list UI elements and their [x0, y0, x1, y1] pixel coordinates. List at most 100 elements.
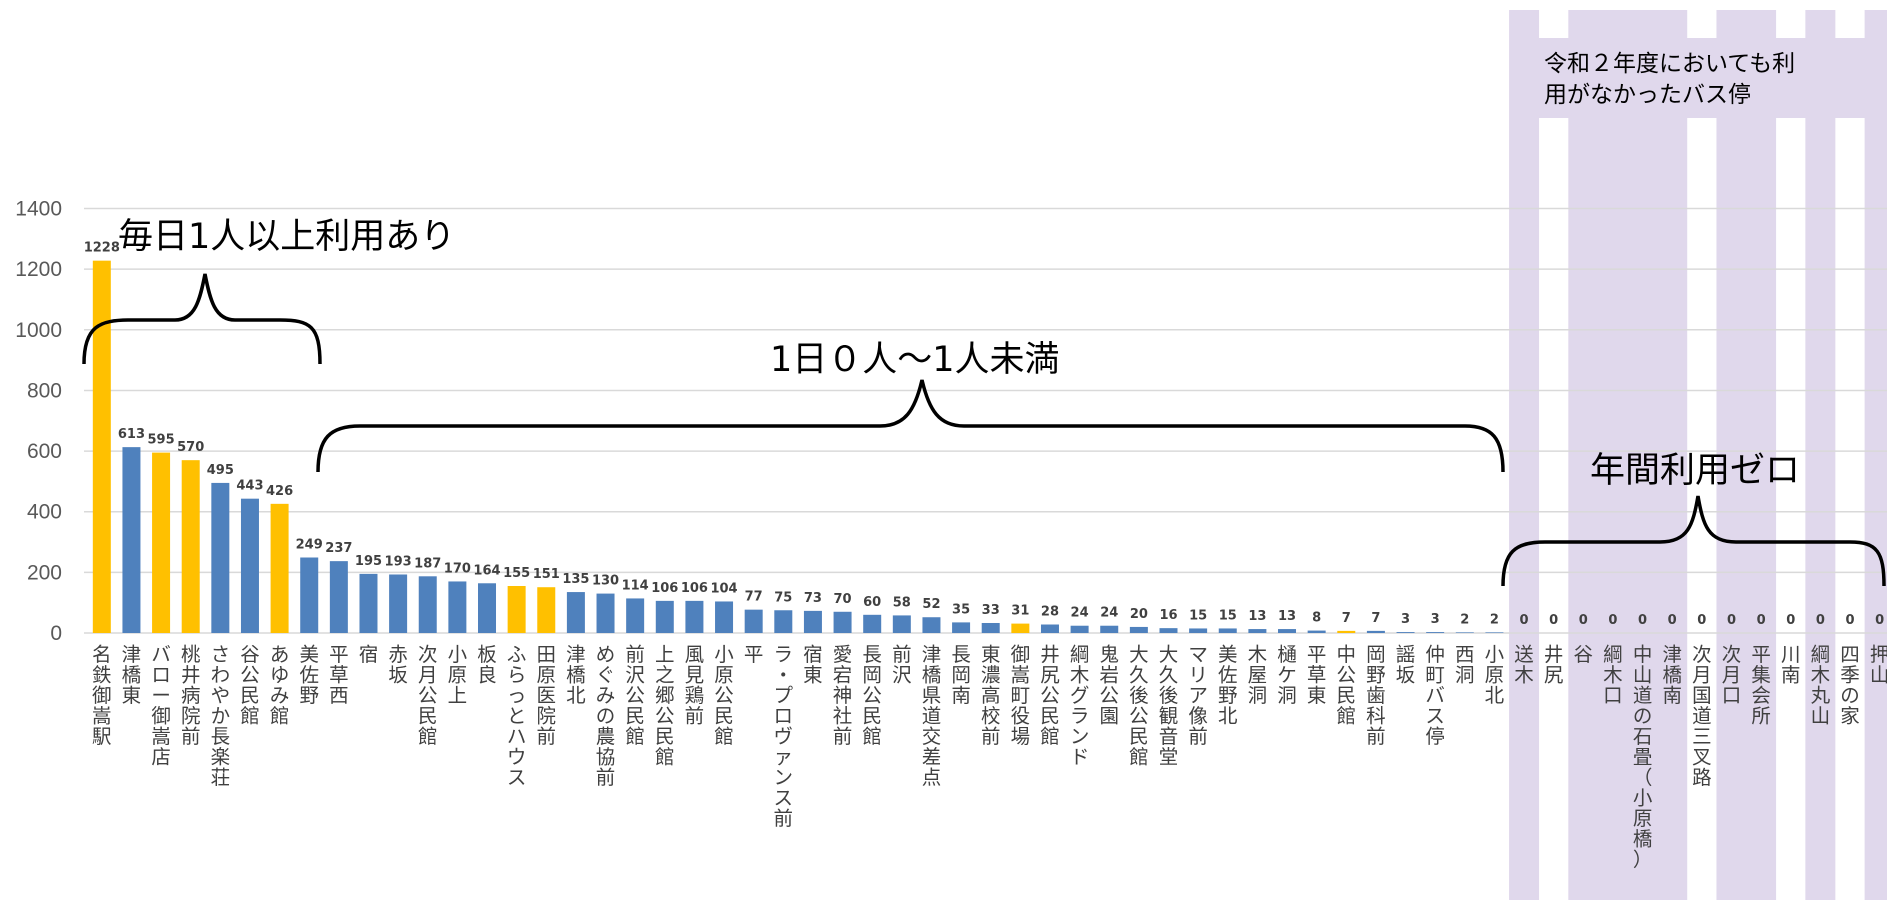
- data-label: 495: [207, 463, 234, 478]
- category-label: 井尻公民館: [1040, 643, 1060, 748]
- data-label: 77: [745, 590, 763, 605]
- bar: [833, 611, 852, 633]
- data-label: 0: [1727, 613, 1736, 628]
- bar: [774, 610, 793, 633]
- data-label: 35: [952, 602, 970, 617]
- y-tick-label: 1200: [15, 258, 62, 281]
- data-label: 31: [1011, 604, 1029, 619]
- bar: [1189, 628, 1208, 633]
- bar: [537, 587, 556, 633]
- category-label: 平草西: [329, 643, 349, 707]
- category-label: 平: [744, 643, 764, 666]
- zero-zone-column: [1864, 10, 1887, 900]
- zero-zone-column: [1597, 10, 1628, 900]
- data-label: 106: [681, 581, 708, 596]
- bracket-under-one: [316, 379, 1505, 473]
- category-label: 美佐野北: [1218, 643, 1238, 728]
- data-label: 28: [1041, 605, 1059, 620]
- bar: [1307, 630, 1326, 633]
- y-tick-label: 0: [50, 622, 62, 645]
- category-label: さわやか長楽荘: [211, 643, 231, 789]
- data-label: 0: [1638, 613, 1647, 628]
- data-label: 13: [1248, 609, 1266, 624]
- category-label: 風見鶏前: [685, 643, 705, 728]
- data-label: 130: [592, 574, 619, 589]
- bracket-daily: [82, 273, 322, 365]
- y-tick-label: 400: [27, 501, 62, 524]
- bar: [507, 586, 526, 633]
- data-label: 1228: [84, 241, 120, 256]
- bar: [359, 573, 378, 633]
- category-label: 四季の家: [1840, 643, 1860, 728]
- data-label: 2: [1490, 612, 1499, 627]
- data-label: 195: [355, 554, 382, 569]
- bar: [92, 260, 111, 633]
- category-label: ラ・プロヴァンス前: [774, 643, 794, 830]
- bar: [1248, 629, 1267, 633]
- bar: [655, 600, 674, 633]
- category-label: ふらっとハウス: [507, 643, 527, 789]
- category-label: 宿東: [803, 643, 823, 687]
- data-label: 249: [296, 538, 323, 553]
- bar: [300, 557, 319, 633]
- data-label: 0: [1757, 613, 1766, 628]
- data-label: 0: [1875, 613, 1884, 628]
- category-label: あゆみ館: [270, 643, 290, 728]
- bar: [1218, 628, 1237, 633]
- category-label: 津橋北: [566, 643, 586, 707]
- y-tick-label: 1000: [15, 319, 62, 342]
- category-label: 川南: [1781, 643, 1801, 687]
- bar: [1396, 632, 1415, 633]
- data-label: 595: [148, 433, 175, 448]
- category-label: 鬼岩公園: [1099, 643, 1119, 728]
- bar: [1426, 632, 1445, 633]
- category-label: 樋ケ洞: [1277, 643, 1297, 707]
- data-label: 13: [1278, 609, 1296, 624]
- category-label: 美佐野: [299, 643, 319, 707]
- category-label: 次月国道三叉路: [1692, 643, 1712, 789]
- category-label: 謡坂: [1396, 643, 1416, 687]
- category-label: 木屋洞: [1248, 643, 1268, 707]
- category-label: 長岡公民館: [862, 643, 882, 748]
- y-tick-label: 600: [27, 440, 62, 463]
- data-label: 187: [414, 556, 441, 571]
- data-label: 426: [266, 484, 293, 499]
- data-label: 16: [1159, 608, 1177, 623]
- data-label: 70: [834, 592, 852, 607]
- category-label: 押山: [1870, 643, 1887, 687]
- data-label: 75: [774, 590, 792, 605]
- category-label: 前沢公民館: [625, 643, 645, 748]
- data-label: 8: [1312, 611, 1321, 626]
- bar: [952, 622, 971, 633]
- category-label: 谷公民館: [240, 643, 260, 728]
- data-label: 0: [1549, 613, 1558, 628]
- y-tick-label: 200: [27, 561, 62, 584]
- bar: [1129, 626, 1148, 633]
- data-label: 73: [804, 591, 822, 606]
- data-label: 135: [562, 572, 589, 587]
- category-label: 谷: [1574, 643, 1594, 666]
- category-label: 送木: [1514, 643, 1534, 687]
- zero-usage-zones: [1509, 10, 1887, 900]
- bar: [181, 460, 200, 633]
- bar: [240, 498, 259, 633]
- bar: [152, 452, 171, 633]
- category-label: バロー御嵩店: [151, 643, 171, 769]
- bar: [744, 609, 763, 633]
- zero-zone-column: [1716, 10, 1747, 900]
- annotation-under-one: 1日０人～1人未満: [770, 340, 1060, 380]
- category-label: 平草東: [1307, 643, 1327, 707]
- data-label: 0: [1816, 613, 1825, 628]
- bar: [1070, 625, 1089, 633]
- bar: [270, 503, 289, 633]
- category-label: 東濃高校前: [981, 643, 1001, 748]
- bar: [922, 617, 941, 633]
- data-label: 3: [1401, 612, 1410, 627]
- category-label: 長岡南: [951, 643, 971, 707]
- data-label: 52: [922, 597, 940, 612]
- data-label: 106: [651, 581, 678, 596]
- bar: [122, 447, 141, 633]
- data-label: 0: [1668, 613, 1677, 628]
- category-label: 上之郷公民館: [655, 643, 675, 769]
- data-label: 155: [503, 566, 530, 581]
